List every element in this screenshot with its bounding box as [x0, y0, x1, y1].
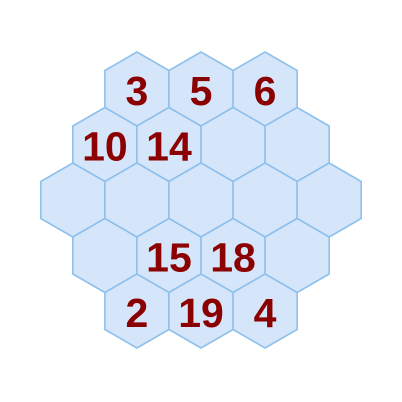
hex-cell[interactable]: 4 — [232, 273, 298, 349]
hex-cell[interactable]: 2 — [104, 273, 170, 349]
hex-cell-number: 18 — [210, 235, 256, 281]
hex-cell-number: 2 — [126, 290, 149, 336]
hex-cell-number: 3 — [126, 68, 149, 114]
hex-cell-number: 15 — [146, 235, 192, 281]
hex-cell[interactable]: 6 — [232, 51, 298, 127]
hex-cell-number: 10 — [82, 124, 128, 170]
hex-cell-shape — [232, 273, 298, 349]
hex-cell[interactable]: 19 — [168, 273, 234, 349]
hex-cell-number: 14 — [146, 124, 192, 170]
hex-cell-number: 4 — [254, 290, 277, 336]
hex-cell[interactable]: 10 — [72, 106, 138, 183]
hex-cell-number: 5 — [190, 68, 213, 114]
hex-cell-number: 19 — [178, 290, 224, 336]
hex-cell[interactable]: 18 — [200, 217, 266, 294]
hex-cell[interactable]: 14 — [136, 106, 202, 183]
hex-cell-number: 6 — [254, 68, 277, 114]
